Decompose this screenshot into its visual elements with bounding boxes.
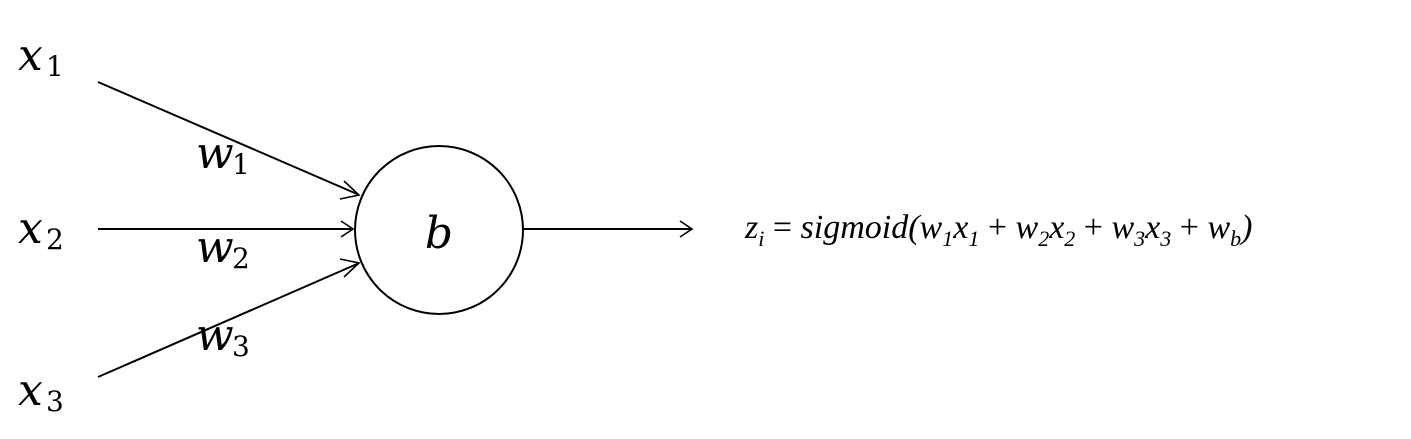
node-label: b xyxy=(425,208,453,259)
input-label-x3: x 3 xyxy=(18,365,64,418)
arrowhead-edge-x3 xyxy=(339,258,361,278)
output-equation: zi = sigmoid(w1x1 + w2x2 + w3x3 + wb) xyxy=(744,209,1252,251)
weight-label-w1: w 1 xyxy=(196,128,250,181)
svg-text:x: x xyxy=(18,365,43,416)
edge-x1-to-node xyxy=(97,81,358,195)
arrowhead-edge-x1 xyxy=(339,180,361,200)
input-label-x2: x 2 xyxy=(18,203,64,256)
svg-text:w: w xyxy=(196,310,234,361)
svg-text:x: x xyxy=(18,30,43,81)
svg-text:3: 3 xyxy=(232,330,250,363)
svg-text:1: 1 xyxy=(232,148,250,181)
edge-x3-to-node xyxy=(97,263,358,378)
svg-text:3: 3 xyxy=(46,385,64,418)
svg-text:w: w xyxy=(196,222,234,273)
svg-text:x: x xyxy=(18,203,43,254)
input-label-x1: x 1 xyxy=(18,30,64,83)
arrowhead-output xyxy=(679,220,694,238)
weight-label-w3: w 3 xyxy=(196,310,250,363)
svg-text:1: 1 xyxy=(46,50,64,83)
weight-label-w2: w 2 xyxy=(196,222,250,275)
svg-text:2: 2 xyxy=(232,242,250,275)
svg-text:2: 2 xyxy=(46,223,64,256)
svg-text:w: w xyxy=(196,128,234,179)
arrowhead-edge-x2 xyxy=(340,220,355,238)
